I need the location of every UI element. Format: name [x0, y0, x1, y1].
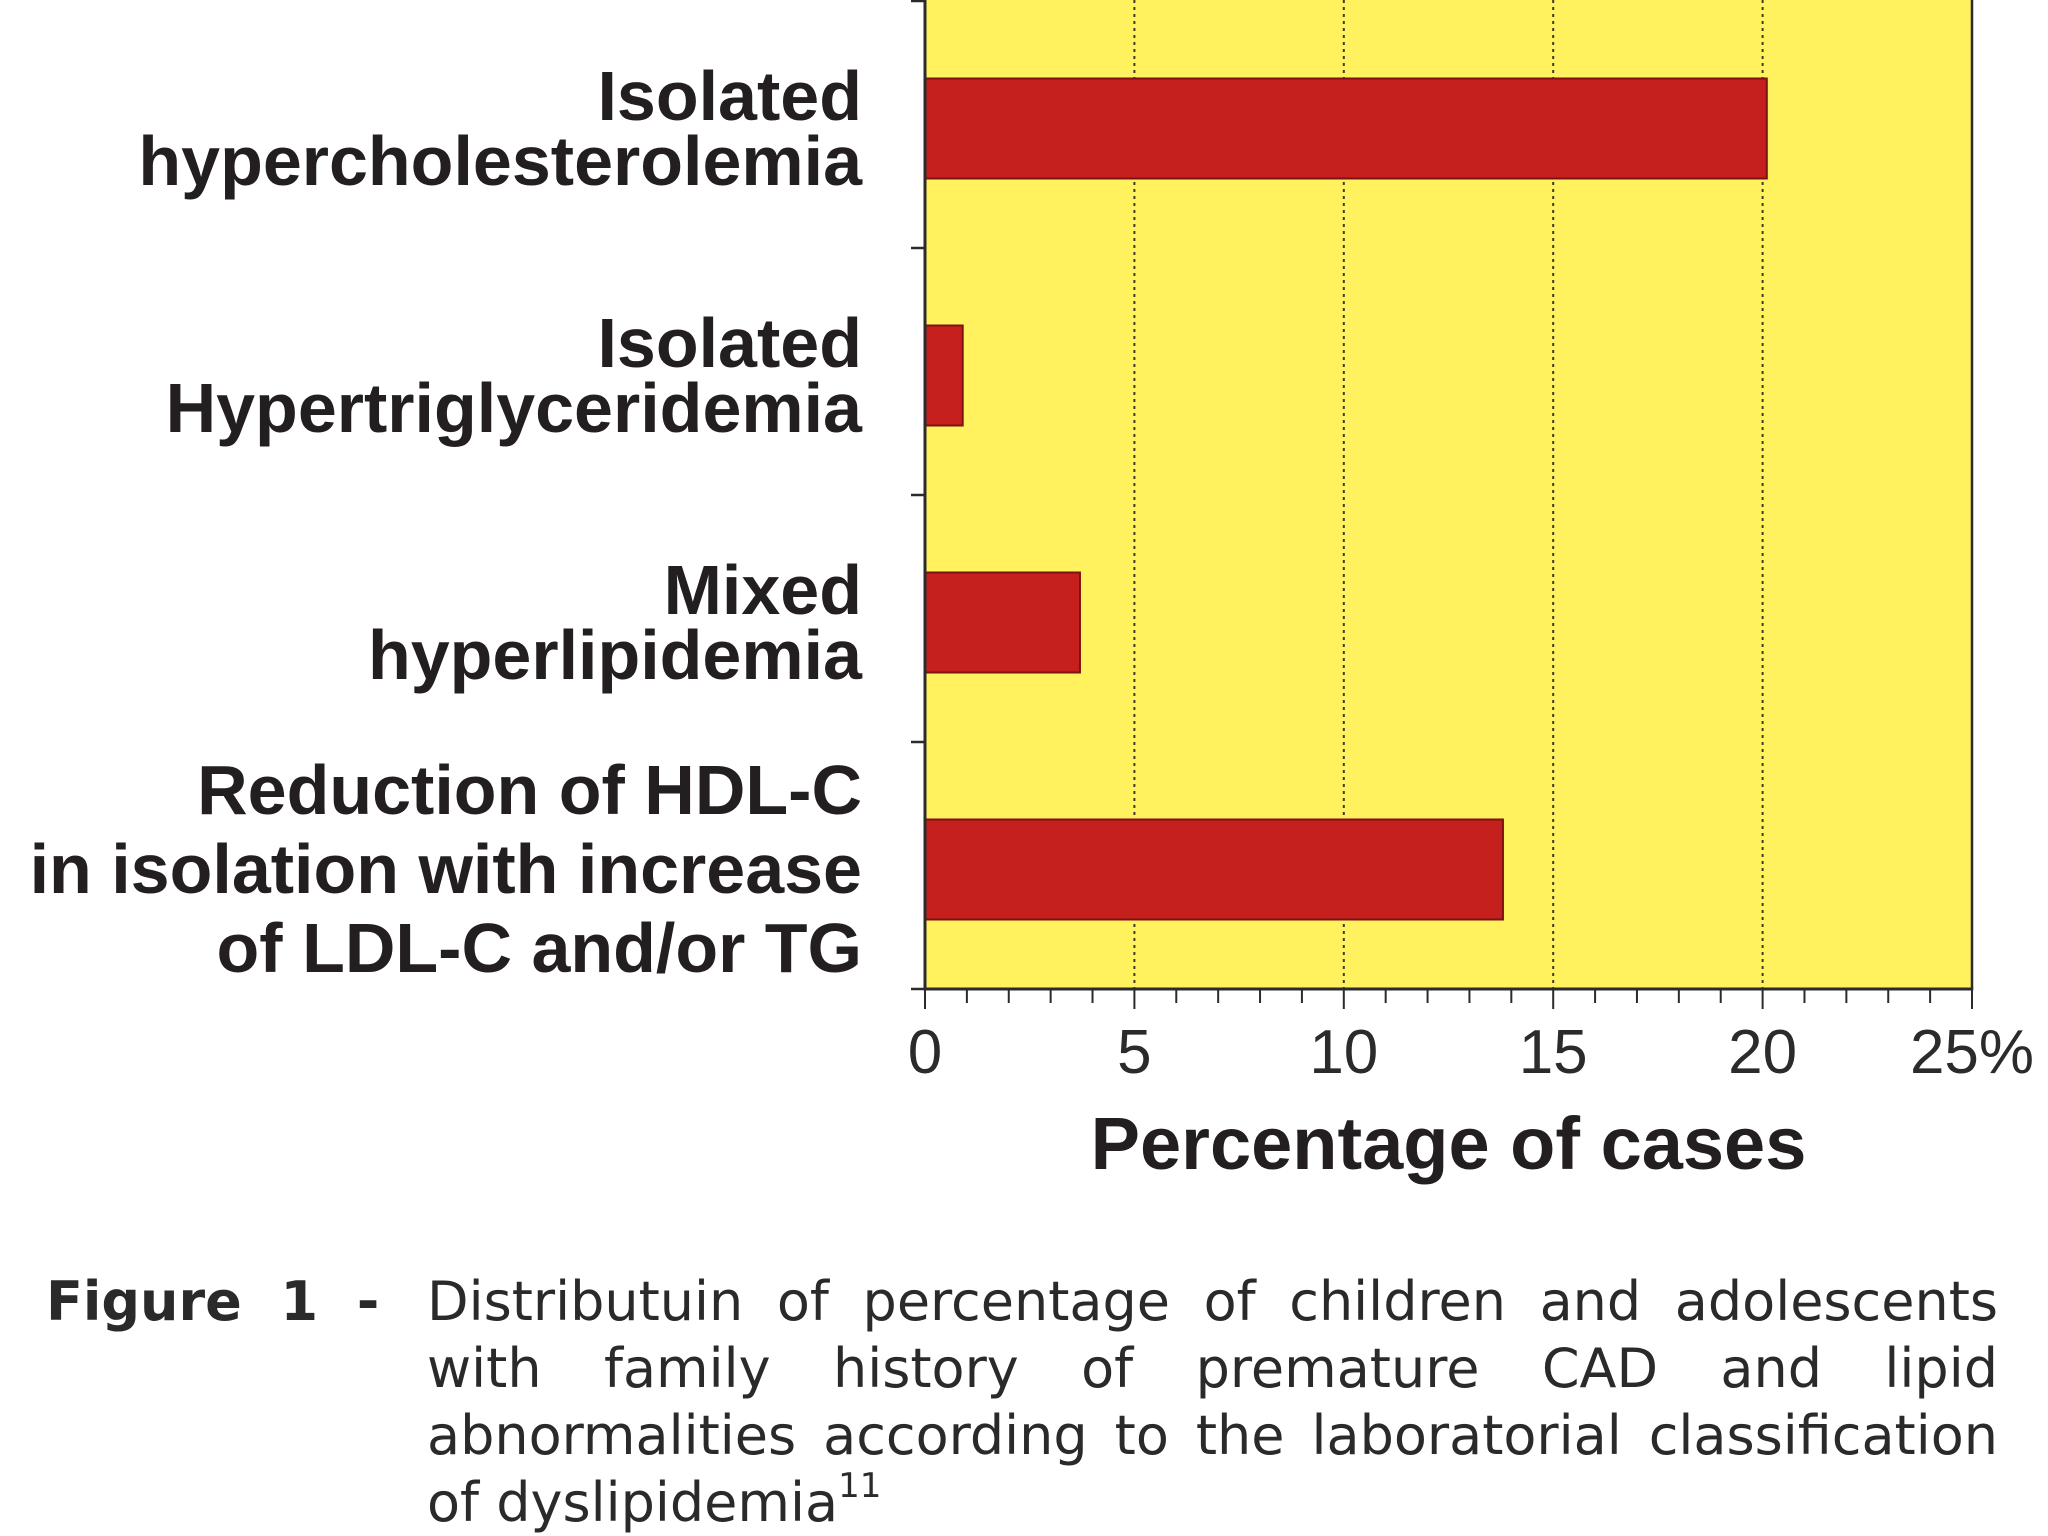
y-ticks: [911, 0, 925, 991]
x-tick-label-5: 25%: [1910, 1018, 2034, 1087]
x-tick-label-3: 15: [1519, 1018, 1588, 1087]
reference-superscript: 11: [838, 1466, 882, 1506]
bars: [924, 77, 1768, 921]
x-tick-label-2: 10: [1309, 1018, 1378, 1087]
caption-text: Distributuin of percentage of children a…: [427, 1268, 1998, 1536]
x-axis-title: Percentage of cases: [1091, 1102, 1807, 1185]
caption-line-3: abnormalities according to the laborator…: [427, 1404, 1998, 1467]
caption-line-4: of dyslipidemia11: [427, 1469, 1998, 1536]
category-label-isolated-hypertriglyceridemia: Isolated Hypertriglyceridemia: [165, 303, 862, 447]
x-tick-label-0: 0: [908, 1018, 942, 1087]
bar-2: [924, 571, 1081, 674]
caption-line-4-text: of dyslipidemia: [427, 1471, 839, 1534]
category-label-isolated-hypercholesterolemia: Isolated hypercholesterolemia: [138, 56, 862, 200]
x-tick-label-1: 5: [1117, 1018, 1151, 1087]
caption-line-1: Distributuin of percentage of children a…: [427, 1270, 1998, 1333]
x-tick-label-4: 20: [1728, 1018, 1797, 1087]
bar-3: [924, 818, 1504, 921]
caption-line-2: with family history of premature CAD and…: [427, 1337, 1998, 1400]
figure-caption: Figure 1 - Distributuin of percentage of…: [0, 1268, 2048, 1536]
x-ticks: [924, 989, 1973, 1009]
category-label-reduction-of-hdl-c: Reduction of HDL-C in isolation with inc…: [29, 751, 862, 987]
bar-0: [924, 77, 1768, 180]
bar-1: [924, 324, 964, 427]
figure-label: Figure 1 -: [46, 1270, 380, 1333]
category-label-mixed-hyperlipidemia: Mixed hyperlipidemia: [367, 550, 862, 694]
